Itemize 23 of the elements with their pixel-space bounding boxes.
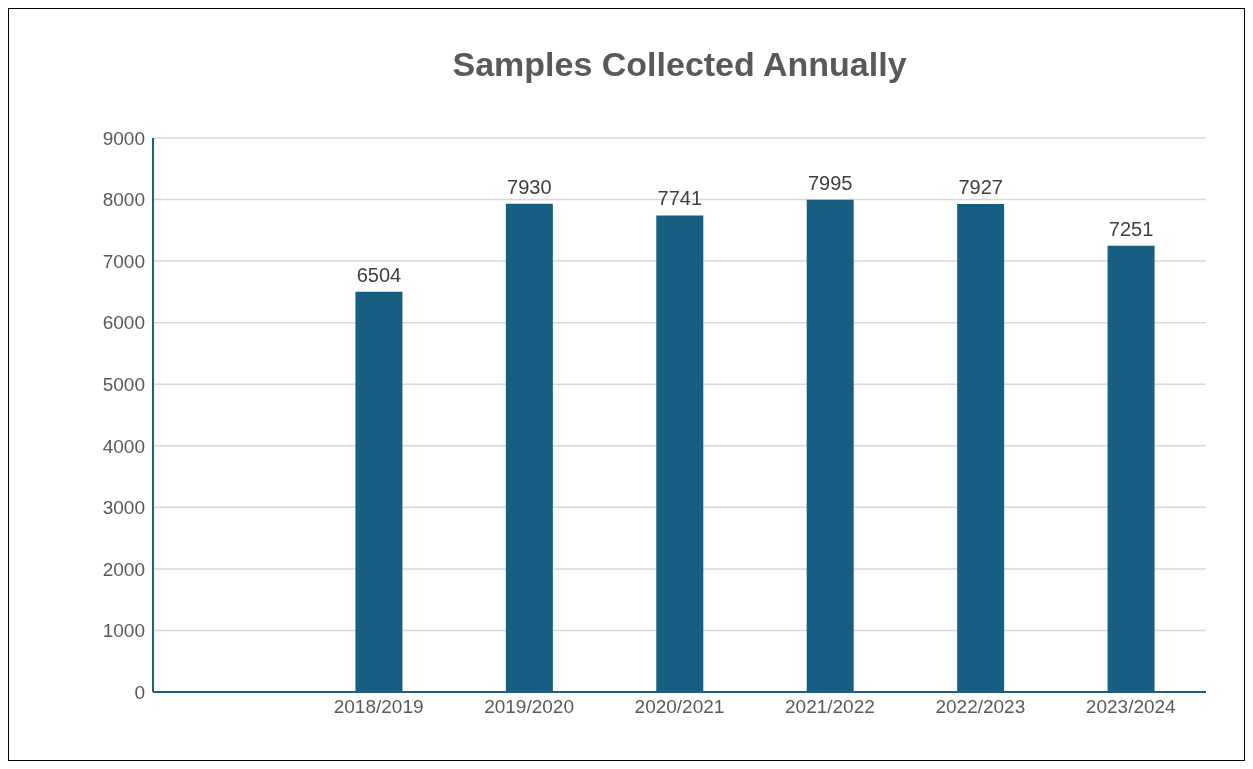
y-tick-label: 2000 xyxy=(102,558,145,580)
y-tick-label: 4000 xyxy=(102,435,145,457)
y-tick-label: 6000 xyxy=(102,312,145,334)
y-tick-label: 9000 xyxy=(102,127,145,149)
data-label: 7741 xyxy=(657,187,703,210)
x-tick-label: 2019/2020 xyxy=(484,696,574,718)
x-tick-label: 2018/2019 xyxy=(333,696,424,718)
y-tick-label: 5000 xyxy=(102,373,145,395)
x-tick-label: 2021/2022 xyxy=(785,696,875,718)
data-label: 6504 xyxy=(356,263,402,286)
x-tick-label: 2020/2021 xyxy=(634,696,725,718)
x-tick-label: 2022/2023 xyxy=(935,696,1026,718)
y-tick-label: 3000 xyxy=(102,497,145,519)
x-tick-label: 2023/2024 xyxy=(1085,696,1177,718)
data-label: 7995 xyxy=(807,171,853,194)
y-tick-label: 8000 xyxy=(102,189,145,211)
data-label: 7251 xyxy=(1108,217,1154,240)
y-tick-label: 7000 xyxy=(102,250,145,272)
y-tick-label: 1000 xyxy=(102,620,145,642)
data-label: 7927 xyxy=(958,176,1003,199)
data-label: 7930 xyxy=(507,175,552,198)
y-tick-label: 0 xyxy=(134,681,145,703)
chart-title: Samples Collected Annually xyxy=(451,45,908,84)
